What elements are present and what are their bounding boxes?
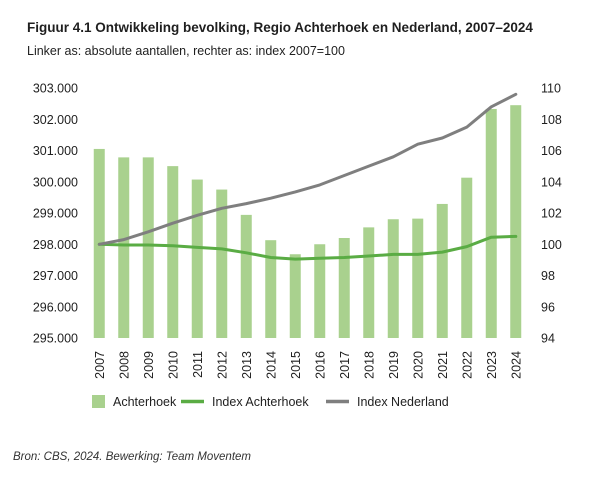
bar-achterhoek [461, 177, 473, 338]
bar-achterhoek [240, 214, 252, 338]
y-right-tick-label: 98 [541, 269, 555, 283]
y-right-tick-label: 108 [541, 113, 562, 127]
x-tick-label: 2015 [289, 351, 303, 379]
y-right-tick-label: 94 [541, 332, 555, 346]
bar-achterhoek [191, 179, 203, 338]
legend-swatch-achterhoek [92, 395, 105, 408]
y-left-tick-label: 297.000 [33, 269, 78, 283]
legend-label-index-achterhoek: Index Achterhoek [212, 395, 309, 409]
bar-achterhoek [314, 244, 326, 338]
bar-achterhoek [289, 254, 301, 338]
x-tick-label: 2018 [362, 351, 376, 379]
chart-title: Figuur 4.1 Ontwikkeling bevolking, Regio… [27, 20, 533, 35]
y-left-tick-label: 302.000 [33, 113, 78, 127]
x-tick-label: 2021 [436, 351, 450, 379]
y-right-tick-label: 110 [541, 82, 561, 96]
x-tick-label: 2022 [460, 351, 474, 379]
x-tick-label: 2008 [117, 351, 131, 379]
y-left-tick-label: 298.000 [33, 238, 78, 252]
bar-achterhoek [167, 166, 179, 338]
x-tick-label: 2017 [338, 351, 352, 379]
legend-label-index-nederland: Index Nederland [357, 395, 449, 409]
line-index-achterhoek [97, 234, 518, 261]
x-tick-label: 2007 [93, 351, 107, 379]
chart-subtitle: Linker as: absolute aantallen, rechter a… [27, 44, 345, 58]
bar-achterhoek [338, 238, 350, 338]
bar-achterhoek [412, 218, 424, 338]
x-tick-label: 2009 [142, 351, 156, 379]
bar-achterhoek [118, 157, 130, 338]
y-right-tick-label: 106 [541, 144, 562, 158]
bar-achterhoek [265, 240, 277, 338]
figure-panel: Figuur 4.1 Ontwikkeling bevolking, Regio… [27, 20, 562, 410]
bar-achterhoek [216, 189, 228, 338]
x-tick-label: 2024 [509, 351, 523, 379]
y-left-tick-label: 299.000 [33, 207, 78, 221]
x-tick-label: 2012 [215, 351, 229, 379]
bar-achterhoek [387, 219, 399, 338]
x-tick-label: 2010 [166, 351, 180, 379]
y-right-tick-label: 100 [541, 238, 562, 252]
x-tick-label: 2020 [411, 351, 425, 379]
x-tick-label: 2016 [313, 351, 327, 379]
bar-achterhoek [142, 157, 154, 338]
y-left-tick-label: 296.000 [33, 300, 78, 314]
line-index-nederland [97, 92, 518, 246]
y-right-tick-label: 104 [541, 175, 562, 189]
bar-achterhoek [363, 227, 375, 338]
y-left-tick-label: 301.000 [33, 144, 78, 158]
y-right-tick-label: 96 [541, 300, 555, 314]
chart-svg: 295.000 296.000 297.000 298.000 299.000 300.0… [33, 82, 562, 410]
y-left-tick-label: 303.000 [33, 82, 78, 96]
x-tick-label: 2019 [387, 351, 401, 379]
y-left-tick-label: 300.000 [33, 175, 78, 189]
bar-achterhoek [485, 108, 497, 338]
x-tick-label: 2023 [485, 351, 499, 379]
bar-achterhoek [436, 203, 448, 338]
x-tick-label: 2013 [240, 351, 254, 379]
legend-label-achterhoek: Achterhoek [113, 395, 177, 409]
x-tick-label: 2014 [264, 351, 278, 379]
x-tick-label: 2011 [191, 351, 205, 378]
source-note: Bron: CBS, 2024. Bewerking: Team Movente… [13, 451, 251, 463]
y-right-tick-label: 102 [541, 207, 562, 221]
bar-achterhoek [510, 105, 522, 338]
y-left-tick-label: 295.000 [33, 332, 78, 346]
